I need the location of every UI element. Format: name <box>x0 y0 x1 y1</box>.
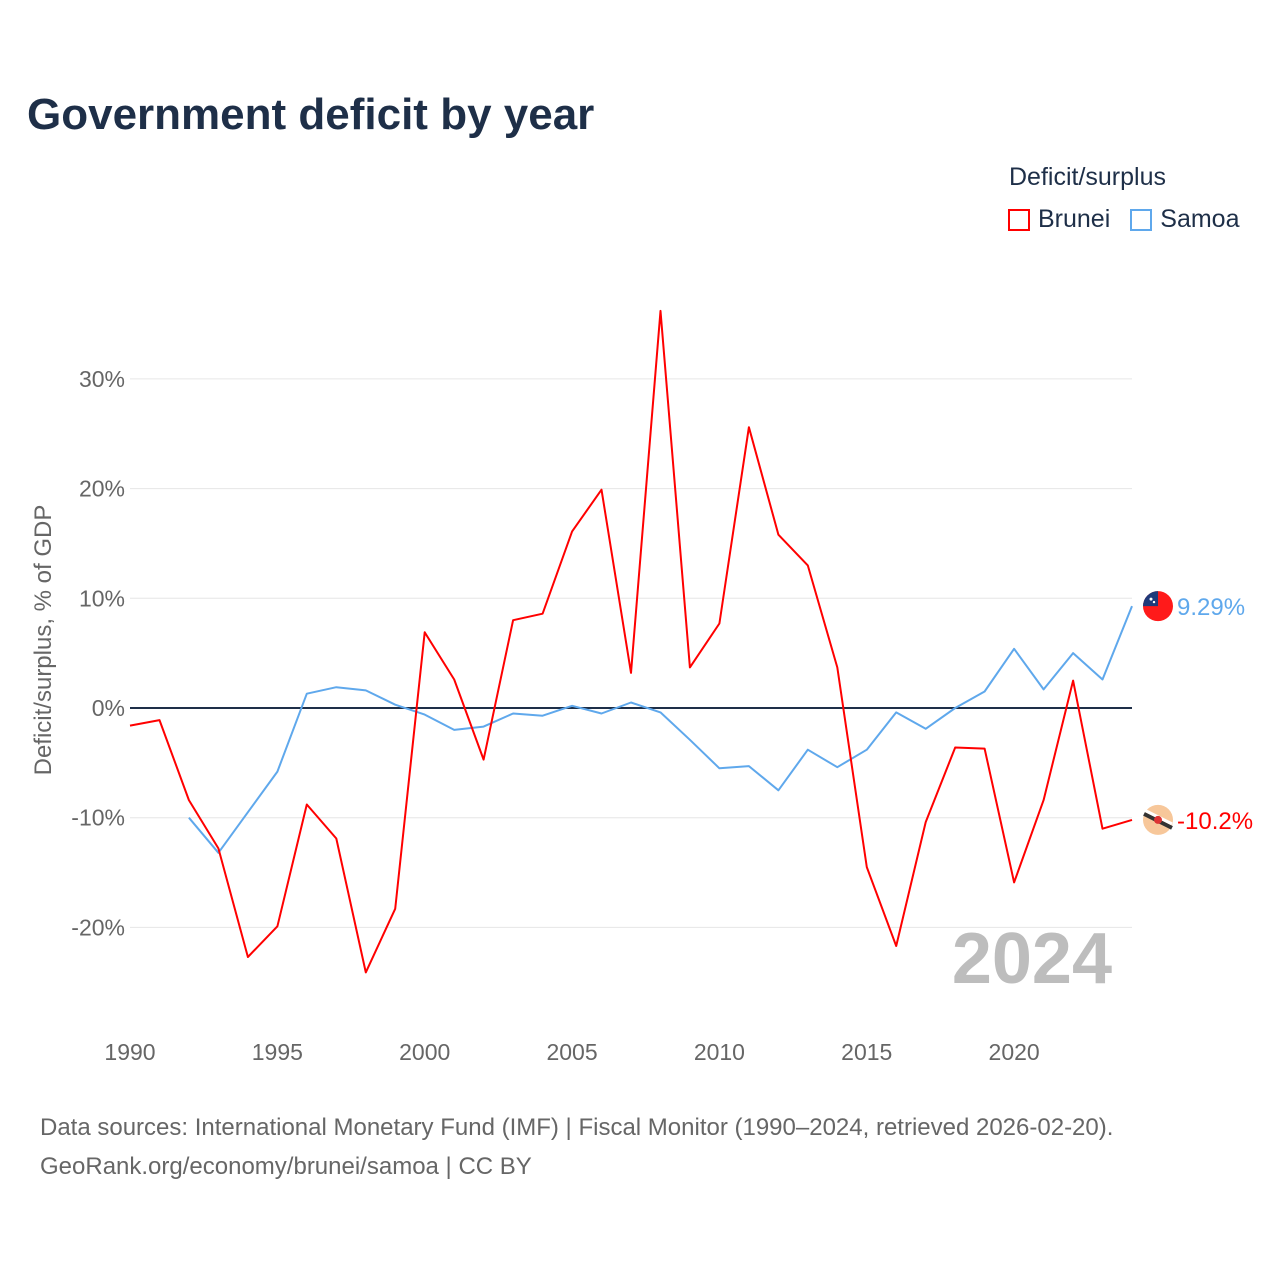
y-tick-label: 10% <box>79 585 125 611</box>
x-tick-label: 2010 <box>694 1039 745 1065</box>
brunei-flag-icon <box>1143 804 1173 835</box>
legend-label-brunei: Brunei <box>1038 205 1111 233</box>
samoa-flag-icon <box>1143 591 1173 622</box>
end-label-samoa: 9.29% <box>1177 594 1245 621</box>
legend-swatch-brunei <box>1008 208 1030 231</box>
y-tick-label: -10% <box>71 805 125 831</box>
y-tick-label: 30% <box>79 366 125 392</box>
series-line-samoa <box>188 605 1133 854</box>
y-axis-label: Deficit/surplus, % of GDP <box>30 505 57 776</box>
credit-link[interactable]: GeoRank.org/economy/brunei/samoa | CC BY <box>40 1153 532 1180</box>
y-tick-label: 0% <box>92 695 125 721</box>
x-tick-label: 1990 <box>104 1039 155 1065</box>
chart-title: Government deficit by year <box>27 90 595 139</box>
flag-star <box>1149 597 1153 601</box>
x-tick-label: 2005 <box>546 1039 597 1065</box>
end-label-brunei: -10.2% <box>1177 808 1253 835</box>
legend-item-samoa[interactable]: Samoa <box>1130 205 1239 234</box>
legend: Brunei Samoa <box>1008 205 1259 234</box>
y-tick-label: 20% <box>79 476 125 502</box>
y-tick-label: -20% <box>71 914 125 940</box>
x-tick-label: 2020 <box>989 1039 1040 1065</box>
legend-swatch-samoa <box>1130 208 1153 231</box>
legend-label-samoa: Samoa <box>1160 205 1240 233</box>
x-tick-label: 1995 <box>252 1039 303 1065</box>
flag-emblem <box>1154 815 1162 824</box>
flag-star <box>1152 600 1156 604</box>
series-line-brunei <box>129 309 1133 974</box>
footer: Data sources: International Monetary Fun… <box>40 1108 1113 1186</box>
legend-title: Deficit/surplus <box>1009 163 1166 191</box>
data-sources: Data sources: International Monetary Fun… <box>40 1114 1114 1141</box>
x-tick-label: 2015 <box>841 1039 892 1065</box>
legend-item-brunei[interactable]: Brunei <box>1008 205 1110 234</box>
year-watermark: 2024 <box>952 919 1112 999</box>
x-tick-label: 2000 <box>399 1039 450 1065</box>
